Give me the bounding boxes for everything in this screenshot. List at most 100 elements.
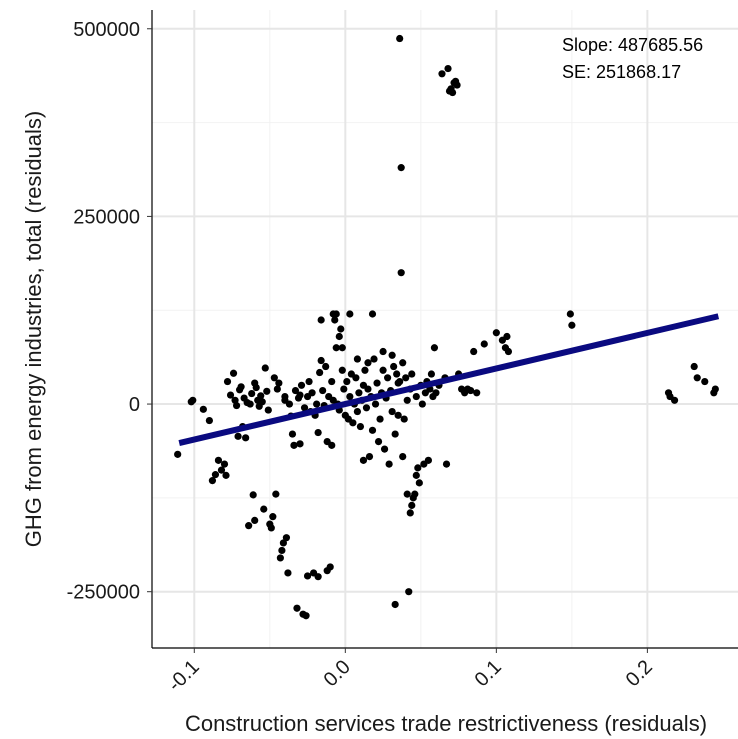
data-point	[335, 332, 343, 341]
data-point	[284, 569, 292, 577]
data-point	[263, 387, 271, 395]
data-point	[492, 329, 500, 337]
data-point	[337, 325, 345, 333]
data-point	[470, 347, 478, 356]
data-point	[418, 400, 426, 408]
data-point	[480, 340, 488, 348]
data-point	[408, 370, 416, 378]
data-point	[406, 509, 414, 517]
data-point	[430, 344, 439, 352]
data-point	[346, 392, 354, 401]
data-point	[214, 456, 223, 464]
data-point	[232, 401, 241, 410]
data-point	[257, 392, 265, 400]
data-point	[328, 441, 336, 449]
data-point	[288, 430, 297, 438]
x-tick-label: 0.1	[471, 656, 506, 691]
data-point	[415, 479, 423, 487]
data-point	[174, 450, 182, 458]
data-point	[503, 332, 511, 341]
data-point	[245, 522, 253, 530]
data-point	[353, 355, 362, 363]
data-point	[690, 362, 698, 371]
data-point	[346, 310, 354, 318]
data-point	[405, 588, 413, 596]
data-point	[278, 546, 286, 555]
x-axis-title: Construction services trade restrictiven…	[185, 711, 707, 736]
data-point	[364, 359, 372, 367]
slope-annotation: Slope: 487685.56	[562, 35, 703, 55]
data-point	[379, 366, 387, 374]
x-tick-label: 0.0	[320, 656, 355, 691]
data-point	[403, 396, 411, 404]
data-point	[305, 377, 313, 386]
data-point	[332, 344, 340, 352]
data-point	[362, 404, 371, 412]
data-point	[267, 524, 275, 532]
data-point	[229, 369, 238, 377]
data-point	[296, 440, 304, 448]
data-point	[399, 453, 407, 461]
data-point	[237, 383, 245, 391]
data-point	[373, 379, 381, 387]
data-point	[314, 573, 322, 581]
data-point	[273, 385, 281, 393]
data-point	[220, 460, 229, 468]
data-point	[399, 359, 407, 367]
data-point	[285, 400, 294, 408]
data-point	[331, 316, 339, 324]
data-point	[300, 404, 309, 412]
data-point	[261, 364, 269, 372]
data-point	[332, 310, 340, 318]
data-point	[322, 362, 330, 371]
data-point	[246, 400, 254, 408]
data-point	[432, 389, 440, 397]
data-point	[444, 64, 452, 73]
data-point	[249, 491, 257, 499]
data-point	[269, 513, 277, 521]
data-point	[290, 441, 298, 449]
y-tick-label: 500000	[73, 19, 140, 41]
data-point	[355, 389, 363, 397]
data-point	[349, 419, 357, 427]
data-point	[453, 81, 461, 89]
data-point	[205, 416, 213, 425]
data-point	[388, 351, 396, 359]
data-point	[226, 391, 235, 399]
data-point	[353, 407, 362, 416]
data-point	[442, 460, 451, 468]
data-point	[379, 347, 387, 356]
data-point	[473, 389, 481, 397]
data-point	[317, 316, 325, 324]
data-point	[234, 432, 242, 440]
data-point	[693, 374, 701, 382]
y-tick-label: 250000	[73, 206, 140, 228]
data-point	[296, 391, 304, 399]
data-point	[397, 269, 405, 277]
data-point	[438, 70, 446, 78]
data-point	[264, 406, 272, 414]
data-point	[402, 374, 410, 382]
data-point	[223, 377, 232, 386]
y-tick-label: 0	[129, 394, 140, 416]
data-point	[374, 437, 383, 446]
data-point	[282, 534, 291, 542]
data-point	[566, 310, 574, 318]
data-point	[248, 389, 256, 398]
data-point	[391, 430, 399, 438]
x-tick-label: -0.1	[164, 656, 204, 696]
data-point	[308, 389, 316, 397]
grid-lines	[152, 10, 738, 648]
data-point	[338, 366, 346, 374]
data-point	[396, 377, 404, 386]
data-point	[189, 396, 197, 404]
data-point	[412, 471, 420, 479]
data-point	[297, 381, 306, 389]
data-point	[411, 490, 419, 498]
data-point	[364, 385, 372, 393]
data-point	[361, 366, 369, 374]
data-point	[222, 471, 230, 479]
data-point	[340, 385, 348, 393]
data-point	[711, 385, 719, 393]
